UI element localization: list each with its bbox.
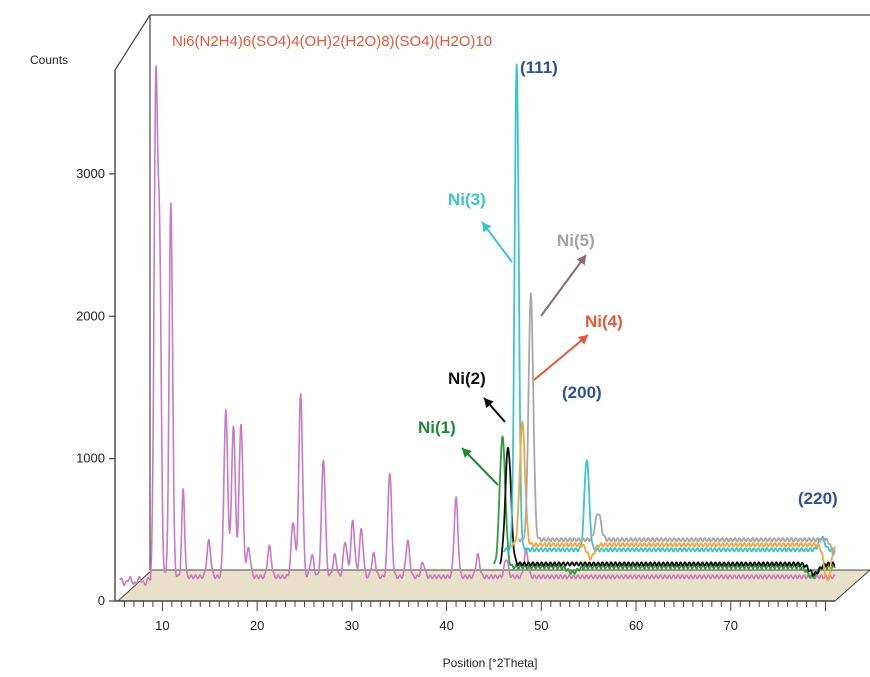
y-tick-label: 1000 — [76, 451, 105, 466]
series-layer — [119, 63, 836, 587]
peak-annotation: Ni(1) — [418, 418, 456, 437]
x-tick-label: 40 — [439, 618, 453, 633]
peak-annotation: (111) — [520, 58, 558, 77]
arrow-line — [540, 254, 587, 317]
y-tick-label: 2000 — [76, 308, 105, 323]
annotation-labels: (111) (200) (220) Ni(1) Ni(2) Ni(3) Ni(4) Ni(5) — [418, 58, 838, 508]
x-tick-label: 20 — [250, 618, 264, 633]
arrow-head — [576, 255, 586, 266]
y-tick-label: 0 — [98, 593, 105, 608]
x-tick-label: 50 — [534, 618, 548, 633]
x-tick-label: 10 — [155, 618, 169, 633]
arrow-head — [482, 222, 492, 233]
peak-annotation: Ni(2) — [448, 369, 486, 388]
series-line-ni3 — [502, 63, 836, 553]
series-line-ni1 — [493, 435, 836, 579]
x-axis-ticks: 10 20 30 40 50 60 70 — [123, 601, 827, 633]
y-axis-title: Counts — [30, 53, 68, 67]
peak-annotation: Ni(4) — [585, 312, 623, 331]
y-axis-ticks: 0 1000 2000 3000 — [76, 166, 115, 608]
peak-annotation: Ni(3) — [448, 190, 486, 209]
box-top-left-diagonal — [114, 14, 151, 71]
peak-annotation: Ni(5) — [557, 231, 595, 250]
chart-title: Ni6(N2H4)6(SO4)4(OH)2(H2O)8)(SO4)(H2O)10 — [172, 33, 492, 50]
x-axis-title: Position [°2Theta] — [443, 656, 538, 670]
arrow-line — [533, 334, 589, 381]
peak-annotation: (220) — [798, 489, 838, 508]
x-tick-label: 70 — [724, 618, 738, 633]
y-tick-label: 3000 — [76, 166, 105, 181]
peak-annotation: (200) — [562, 383, 602, 402]
arrow-head — [577, 335, 588, 345]
chart-floor — [116, 569, 870, 602]
series-line-ni4 — [510, 420, 836, 582]
arrow-head — [484, 398, 494, 409]
series-line-ni2 — [499, 446, 836, 577]
annotation-arrows — [461, 221, 589, 486]
series-line-reference — [119, 65, 836, 587]
series-line-ni5 — [517, 292, 836, 556]
arrow-head — [462, 448, 472, 458]
x-tick-label: 60 — [629, 618, 643, 633]
x-tick-label: 30 — [345, 618, 359, 633]
